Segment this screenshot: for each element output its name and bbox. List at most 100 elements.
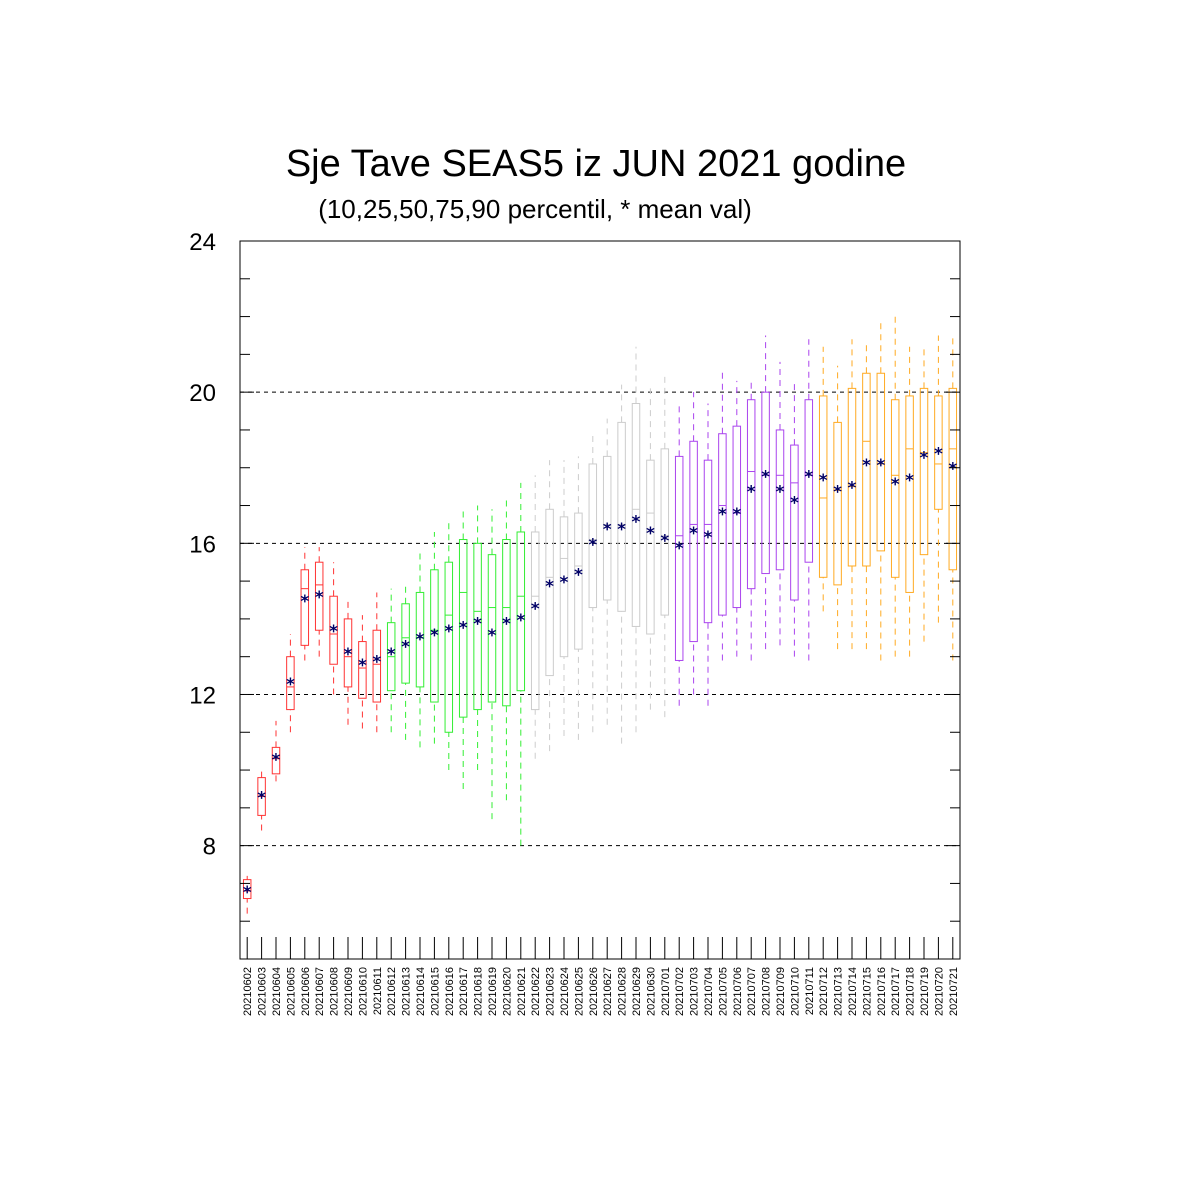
- mean-marker: *: [459, 618, 468, 638]
- x-tick-label: 20210717: [890, 967, 902, 1016]
- box-20210605: *: [286, 634, 295, 733]
- x-tick-label: 20210719: [919, 967, 931, 1016]
- box-20210622: *: [530, 475, 540, 759]
- box-20210715: *: [862, 343, 871, 650]
- x-tick-label: 20210620: [501, 967, 513, 1016]
- x-tick-label: 20210629: [631, 967, 643, 1016]
- box-iqr: [934, 395, 943, 510]
- box-iqr: [862, 372, 871, 567]
- box-iqr: [689, 440, 698, 643]
- mean-marker: *: [358, 656, 367, 676]
- y-tick-label: 8: [203, 834, 216, 861]
- mean-marker: *: [632, 513, 641, 533]
- box-iqr: [300, 569, 310, 646]
- box-iqr: [847, 387, 857, 567]
- mean-marker: *: [718, 505, 727, 525]
- mean-marker: *: [372, 652, 381, 672]
- box-20210705: *: [718, 369, 727, 661]
- box-20210713: *: [833, 365, 842, 650]
- x-tick-label: 20210602: [242, 967, 254, 1016]
- mean-marker: *: [243, 883, 252, 903]
- box-iqr: [602, 455, 612, 601]
- y-tick-label: 12: [189, 682, 216, 709]
- mean-marker: *: [344, 645, 353, 665]
- mean-marker: *: [560, 573, 569, 593]
- x-tick-label: 20210625: [573, 967, 585, 1016]
- box-iqr: [790, 444, 799, 601]
- x-tick-label: 20210710: [789, 967, 801, 1016]
- x-tick-label: 20210705: [717, 967, 729, 1016]
- mean-marker: *: [603, 520, 612, 540]
- x-tick-label: 20210707: [746, 967, 758, 1016]
- x-tick-label: 20210711: [804, 967, 816, 1015]
- mean-marker: *: [286, 675, 295, 695]
- box-iqr: [372, 629, 382, 703]
- box-iqr: [905, 395, 914, 593]
- x-tick-label: 20210604: [271, 967, 283, 1016]
- mean-marker: *: [545, 577, 554, 597]
- x-tick-label: 20210716: [876, 967, 888, 1016]
- x-tick-label: 20210712: [818, 967, 830, 1016]
- plot-frame: [239, 240, 961, 960]
- box-iqr: [948, 387, 958, 571]
- mean-marker: *: [488, 626, 497, 646]
- box-iqr: [674, 455, 684, 661]
- x-tick-label: 20210624: [559, 967, 571, 1016]
- box-20210719: *: [920, 346, 929, 642]
- mean-marker: *: [329, 622, 338, 642]
- box-iqr: [804, 399, 814, 563]
- mean-marker: *: [920, 448, 929, 468]
- box-20210703: *: [689, 392, 698, 695]
- y-tick-label: 24: [189, 229, 216, 256]
- box-iqr: [458, 539, 468, 718]
- x-tick-label: 20210720: [933, 967, 945, 1016]
- mean-marker: *: [416, 630, 425, 650]
- mean-marker: *: [934, 445, 943, 465]
- y-tick-label: 20: [189, 380, 216, 407]
- mean-marker: *: [948, 460, 957, 480]
- mean-marker: *: [689, 524, 698, 544]
- box-iqr: [343, 618, 353, 688]
- box-20210612: *: [387, 588, 396, 733]
- box-iqr: [588, 463, 598, 609]
- box-iqr: [746, 399, 756, 590]
- mean-marker: *: [747, 482, 756, 502]
- x-tick-label: 20210701: [660, 967, 672, 1016]
- box-iqr: [631, 402, 641, 627]
- box-iqr: [732, 425, 742, 609]
- box-20210717: *: [891, 312, 900, 657]
- x-tick-label: 20210616: [444, 967, 456, 1016]
- mean-marker: *: [430, 626, 439, 646]
- mean-marker: *: [588, 535, 597, 555]
- mean-marker: *: [660, 532, 669, 552]
- box-20210710: *: [790, 380, 799, 657]
- x-tick-label: 20210721: [948, 967, 960, 1016]
- gridlines: [240, 240, 960, 847]
- mean-marker: *: [704, 528, 713, 548]
- box-20210609: *: [344, 600, 353, 725]
- box-iqr: [718, 433, 727, 616]
- box-20210623: *: [545, 460, 554, 752]
- mean-marker: *: [833, 482, 842, 502]
- x-tick-label: 20210627: [602, 967, 614, 1016]
- box-20210607: *: [315, 547, 324, 657]
- x-tick-label: 20210618: [473, 967, 485, 1016]
- box-20210619: *: [488, 509, 497, 820]
- x-tick-label: 20210611: [372, 967, 384, 1015]
- box-20210606: *: [300, 547, 310, 661]
- x-tick-label: 20210621: [516, 967, 528, 1016]
- x-tick-label: 20210609: [343, 967, 355, 1016]
- box-20210708: *: [761, 335, 770, 650]
- box-20210720: *: [934, 335, 943, 623]
- mean-marker: *: [516, 611, 525, 631]
- box-iqr: [530, 531, 540, 711]
- mean-marker: *: [891, 475, 900, 495]
- x-tick-label: 20210606: [300, 967, 312, 1016]
- x-tick-label: 20210619: [487, 967, 499, 1016]
- box-iqr: [358, 641, 367, 699]
- box-iqr: [516, 531, 526, 692]
- mean-marker: *: [761, 467, 770, 487]
- box-iqr: [775, 429, 785, 571]
- box-20210617: *: [459, 509, 468, 789]
- mean-marker: *: [819, 471, 828, 491]
